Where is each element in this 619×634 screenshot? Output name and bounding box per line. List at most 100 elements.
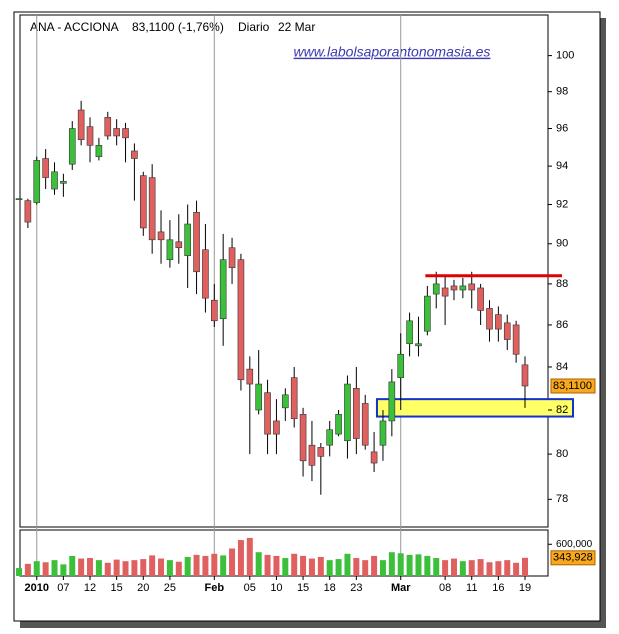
volume-bar (442, 560, 449, 576)
candle-body (184, 223, 191, 257)
candle-body (24, 200, 32, 223)
x-tick-label: 12 (84, 582, 96, 594)
candle-body (51, 171, 58, 190)
volume-bar (220, 555, 227, 576)
volume-bar (522, 557, 528, 576)
candle-body (299, 414, 307, 462)
volume-bar (104, 562, 111, 576)
y-tick-label: 96 (556, 122, 568, 134)
volume-bar (175, 561, 182, 576)
volume-bar (362, 560, 369, 576)
volume-bar (140, 559, 147, 576)
last-price-box (550, 378, 596, 394)
volume-bar (273, 555, 280, 576)
volume-bar (335, 559, 342, 576)
candle-body (317, 447, 325, 457)
volume-tick-label: 600,000 (556, 539, 593, 550)
volume-bar (202, 555, 209, 576)
chart-title: ANA - ACCIONA (30, 20, 119, 34)
candle-body (282, 394, 289, 409)
candle-body (397, 353, 405, 378)
candle-body (33, 160, 41, 203)
volume-bar (184, 556, 191, 576)
volume-bar (166, 560, 173, 576)
candle-body (441, 287, 449, 297)
y-tick-label: 82 (556, 404, 568, 416)
candle-body (379, 420, 387, 446)
x-tick-label: 2010 (25, 582, 49, 594)
candle-body (326, 429, 334, 446)
x-tick-label: 10 (270, 582, 282, 594)
chart-subtitle: 83,1100 (-1,76%) (132, 20, 224, 34)
candle-body (42, 158, 49, 178)
volume-bar (388, 552, 395, 576)
x-tick-label: Mar (391, 582, 411, 594)
x-tick-label: 15 (297, 582, 309, 594)
y-tick-label: 88 (556, 278, 568, 290)
volume-bar (229, 548, 236, 576)
volume-bar (406, 554, 413, 576)
volume-bar (300, 555, 307, 576)
y-tick-label: 90 (556, 238, 568, 250)
y-tick-label: 86 (556, 319, 568, 331)
candle-body (166, 239, 174, 261)
y-tick-label: 84 (556, 361, 568, 373)
candle-body (424, 295, 431, 332)
volume-bar (495, 561, 502, 576)
candle-body (290, 377, 298, 420)
candle-body (459, 285, 467, 291)
candle-body (353, 388, 360, 439)
volume-bar (87, 558, 94, 576)
candle-body (361, 403, 369, 446)
candle-body (388, 381, 396, 422)
volume-bar (317, 556, 324, 576)
volume-bar (468, 560, 475, 576)
candle-body (77, 109, 85, 141)
candle-body (175, 241, 183, 249)
candle-body (148, 177, 156, 241)
candle-body (219, 259, 227, 320)
candle-body (370, 451, 378, 464)
x-tick-label: 19 (519, 582, 531, 594)
x-tick-label: 11 (466, 582, 477, 594)
volume-bar (33, 561, 40, 576)
volume-bar (211, 553, 218, 576)
candle-body (415, 343, 422, 347)
volume-bar (131, 560, 138, 576)
candle-body (95, 145, 103, 157)
volume-bar (60, 564, 67, 576)
volume-bar (486, 562, 493, 576)
volume-bar (158, 558, 165, 576)
candle-body (246, 368, 254, 385)
volume-bar (353, 558, 360, 576)
volume-bar (424, 555, 431, 576)
volume-bar (379, 560, 386, 576)
volume-bar (415, 554, 422, 576)
candle-body (521, 364, 529, 387)
candle-body (486, 308, 493, 330)
volume-bar (264, 554, 271, 576)
candle-body (86, 126, 94, 146)
candle-body (131, 150, 138, 159)
volume-bar (504, 560, 511, 576)
volume-bar (433, 558, 440, 576)
candle-body (60, 181, 67, 184)
candle-body (477, 287, 484, 311)
x-tick-label: 08 (439, 582, 451, 594)
x-tick-label: 15 (111, 582, 123, 594)
x-tick-label: 18 (324, 582, 336, 594)
volume-bar (513, 562, 520, 576)
candle-body (450, 285, 458, 291)
support-zone (375, 398, 574, 418)
candle-body (202, 249, 209, 299)
candle-body (122, 128, 129, 139)
volume-bar (237, 540, 244, 576)
candle-body (157, 231, 165, 241)
x-tick-label: 23 (350, 582, 362, 594)
candle-body (104, 117, 112, 137)
candle-body (193, 211, 200, 273)
candle-body (432, 283, 440, 295)
last-price-label: 83,1100 (553, 380, 592, 392)
x-tick-label: 20 (137, 582, 149, 594)
